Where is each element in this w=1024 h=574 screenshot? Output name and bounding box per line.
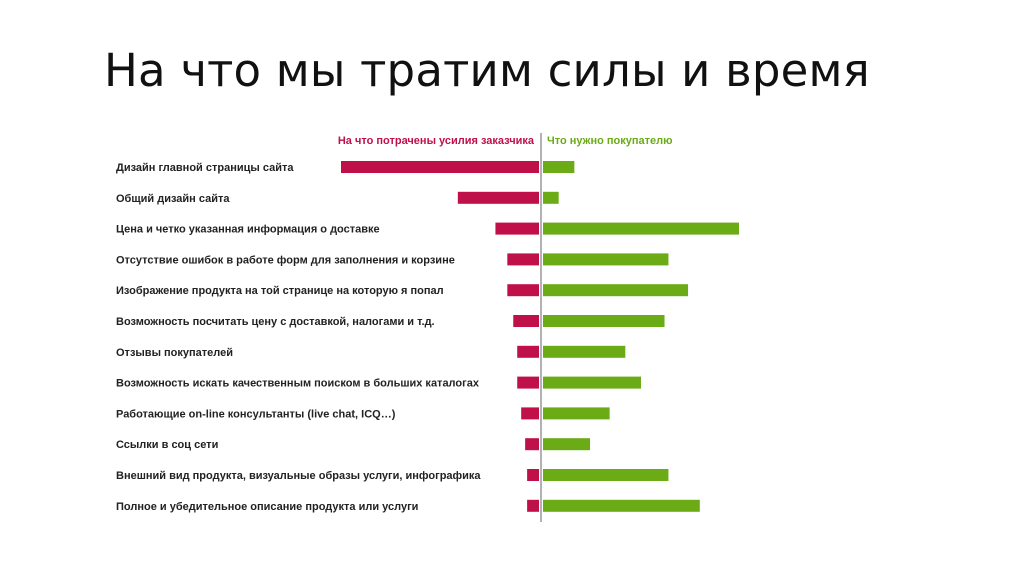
effort-bar: [525, 438, 539, 451]
category-label: Ссылки в соц сети: [116, 439, 218, 451]
category-label: Работающие on-line консультанты (live ch…: [116, 408, 396, 420]
category-label: Возможность искать качественным поиском …: [116, 378, 480, 390]
legend-need: Что нужно покупателю: [547, 135, 673, 147]
effort-bar: [507, 253, 539, 266]
category-label: Дизайн главной страницы сайта: [116, 162, 294, 174]
need-bar: [543, 345, 626, 358]
category-label: Общий дизайн сайта: [116, 193, 230, 205]
need-bar: [543, 499, 700, 512]
need-bar: [543, 222, 739, 235]
category-label: Цена и четко указанная информация о дост…: [116, 224, 380, 236]
need-bar: [543, 438, 591, 451]
effort-bar: [341, 161, 539, 173]
effort-bar: [507, 284, 539, 297]
effort-bar: [513, 315, 539, 327]
category-label: Возможность посчитать цену с доставкой, …: [116, 316, 435, 328]
need-bar: [543, 161, 575, 173]
need-bars: [543, 161, 739, 512]
need-bar: [543, 407, 610, 420]
legend-effort: На что потрачены усилия заказчика: [338, 135, 535, 147]
category-labels: Дизайн главной страницы сайта Общий дизай…: [116, 162, 481, 513]
need-bar: [543, 284, 689, 297]
category-label: Отзывы покупателей: [116, 347, 233, 359]
effort-bar: [527, 499, 539, 512]
need-bar: [543, 253, 669, 266]
effort-bar: [521, 407, 539, 420]
category-label: Отсутствие ошибок в работе форм для запо…: [116, 254, 455, 266]
effort-bar: [517, 345, 539, 358]
effort-bar: [517, 376, 539, 389]
need-bar: [543, 315, 665, 327]
effort-bar: [495, 222, 539, 235]
effort-bar: [457, 191, 539, 204]
need-bar: [543, 191, 559, 204]
need-bar: [543, 469, 669, 481]
category-label: Полное и убедительное описание продукта …: [116, 501, 418, 513]
category-label: Изображение продукта на той странице на …: [116, 285, 444, 297]
effort-bar: [527, 469, 539, 481]
chart-legend: На что потрачены усилия заказчика Что ну…: [338, 135, 673, 147]
category-label: Внешний вид продукта, визуальные образы …: [116, 470, 481, 482]
effort-bars: [341, 161, 539, 512]
slide-title: На что мы тратим силы и время: [104, 44, 870, 97]
need-bar: [543, 376, 641, 389]
